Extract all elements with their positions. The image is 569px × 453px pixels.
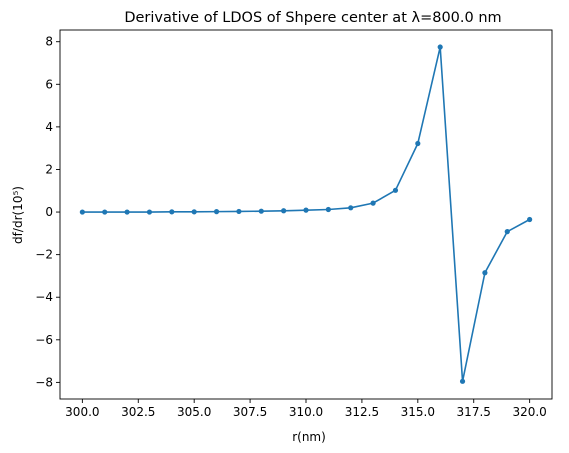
x-tick-label: 317.5 [457, 405, 491, 419]
data-point [124, 209, 129, 214]
x-axis-label: r(nm) [292, 430, 326, 444]
x-tick-label: 320.0 [512, 405, 546, 419]
data-point [192, 209, 197, 214]
data-point [214, 209, 219, 214]
y-tick-label: −4 [35, 290, 53, 304]
data-point [303, 208, 308, 213]
x-tick-label: 302.5 [121, 405, 155, 419]
data-point [527, 217, 532, 222]
y-axis-label: df/dr(10⁵) [11, 186, 25, 244]
x-axis-ticks: 300.0 302.5 305.0 307.5 310.0 312.5 315.0 317.5… [65, 399, 547, 419]
data-point [281, 208, 286, 213]
series-layer [80, 44, 532, 383]
data-point [169, 209, 174, 214]
data-point [415, 141, 420, 146]
data-point [370, 201, 375, 206]
plot-area [60, 30, 552, 399]
data-point [102, 209, 107, 214]
y-tick-label: 2 [45, 162, 53, 176]
x-tick-label: 307.5 [233, 405, 267, 419]
plot-frame [60, 30, 552, 399]
data-point [348, 205, 353, 210]
data-point [236, 209, 241, 214]
data-point [460, 379, 465, 384]
chart-title: Derivative of LDOS of Shpere center at λ… [124, 10, 501, 26]
data-point [482, 270, 487, 275]
x-tick-label: 315.0 [401, 405, 435, 419]
data-point [326, 207, 331, 212]
data-point [259, 209, 264, 214]
data-point [80, 209, 85, 214]
y-axis-ticks: −8 −6 −4 −2 0 2 4 6 8 [35, 35, 60, 390]
data-point [438, 44, 443, 49]
y-tick-label: −2 [35, 248, 53, 262]
y-tick-label: −6 [35, 333, 53, 347]
y-tick-label: 0 [45, 205, 53, 219]
x-tick-label: 310.0 [289, 405, 323, 419]
x-tick-label: 305.0 [177, 405, 211, 419]
y-tick-label: 8 [45, 35, 53, 49]
y-tick-label: −8 [35, 375, 53, 389]
y-tick-label: 4 [45, 120, 53, 134]
x-tick-label: 300.0 [65, 405, 99, 419]
data-point [505, 229, 510, 234]
data-point [147, 209, 152, 214]
x-tick-label: 312.5 [345, 405, 379, 419]
data-point [393, 188, 398, 193]
y-tick-label: 6 [45, 77, 53, 91]
